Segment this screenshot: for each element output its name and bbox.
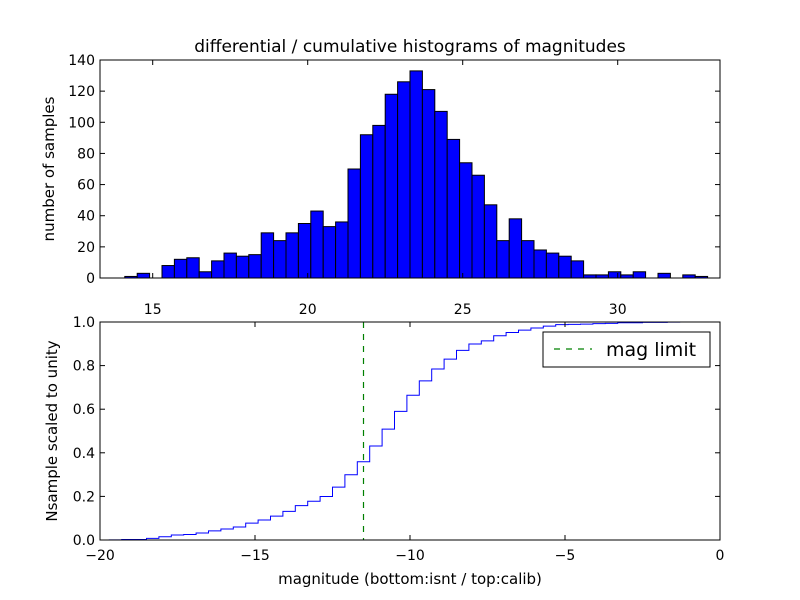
histogram-bar — [297, 223, 312, 279]
histogram-bar — [496, 240, 510, 279]
y-tick-label: 40 — [77, 209, 95, 225]
histogram-bar — [508, 218, 523, 279]
histogram-bar — [446, 138, 461, 279]
x-tick-label: −20 — [85, 548, 115, 564]
histogram-bar — [211, 260, 225, 279]
histogram-bar — [273, 240, 287, 279]
x-tick-label: 0 — [716, 548, 725, 564]
y-tick-label: 0.0 — [73, 533, 95, 549]
histogram-bar — [335, 221, 349, 279]
x-tick-label: 20 — [299, 302, 317, 318]
histogram-bar — [161, 265, 175, 279]
histogram-bars — [124, 70, 709, 279]
histogram-bar — [397, 81, 411, 279]
histogram-bar — [235, 255, 250, 279]
histogram-bar — [384, 93, 399, 279]
histogram-bar — [260, 232, 275, 279]
cumulative-step-line — [100, 321, 720, 541]
cumulative-lines — [100, 321, 720, 541]
histogram-axes-frame — [99, 59, 721, 279]
legend: mag limit — [542, 331, 711, 368]
histogram-bar — [471, 174, 485, 279]
histogram-bar — [372, 124, 386, 279]
y-tick-label: 0.4 — [73, 446, 95, 462]
histogram-bar — [521, 240, 535, 279]
chart-title: differential / cumulative histograms of … — [194, 37, 626, 57]
histogram-bar — [136, 272, 151, 279]
histogram-bar — [632, 271, 647, 279]
y-tick-label: 1.0 — [73, 315, 95, 331]
histogram-bar — [198, 271, 213, 279]
y-tick-label: 0.2 — [73, 489, 95, 505]
y-tick-label: 0.8 — [73, 359, 95, 375]
cumulative-y-axis-label: Nsample scaled to unity — [43, 340, 61, 521]
x-tick-label: −5 — [555, 548, 576, 564]
y-tick-label: 0 — [86, 271, 95, 287]
histogram-panel: differential / cumulative histograms of … — [40, 37, 721, 318]
y-tick-label: 20 — [77, 240, 95, 256]
histogram-bar — [545, 252, 560, 279]
y-tick-label: 140 — [68, 53, 95, 69]
histogram-bar — [285, 232, 299, 279]
histogram-bar — [223, 252, 237, 279]
y-tick-label: 0.6 — [73, 402, 95, 418]
histogram-bar — [359, 134, 374, 279]
legend-label-mag-limit: mag limit — [606, 339, 696, 361]
histogram-bar — [607, 271, 622, 279]
histogram-bar — [409, 70, 423, 279]
cumulative-panel: 0.0 0.2 0.4 0.6 0.8 1.0 −20 −15 −10 −5 0 magnitude… — [43, 315, 724, 588]
x-tick-label: 30 — [609, 302, 627, 318]
histogram-bar — [459, 162, 473, 279]
histogram-ticks: 0 20 40 60 80 100 120 140 15 20 25 30 — [68, 53, 720, 318]
histogram-bar — [570, 260, 585, 279]
histogram-bar — [322, 226, 337, 279]
histogram-bar — [483, 204, 498, 279]
histogram-bar — [657, 272, 671, 279]
y-tick-label: 60 — [77, 178, 95, 194]
histogram-bar — [310, 210, 324, 279]
histogram-bar — [421, 89, 436, 279]
histogram-bar — [533, 249, 547, 279]
cumulative-x-axis-label: magnitude (bottom:isnt / top:calib) — [278, 570, 542, 588]
y-tick-label: 80 — [77, 146, 95, 162]
histogram-bar — [347, 168, 361, 279]
histogram-y-axis-label: number of samples — [40, 96, 58, 241]
histogram-bar — [186, 257, 200, 279]
x-tick-label: 25 — [454, 302, 472, 318]
x-tick-label: 15 — [144, 302, 162, 318]
x-tick-label: −10 — [395, 548, 425, 564]
histogram-bar — [173, 258, 188, 279]
y-tick-label: 120 — [68, 84, 95, 100]
x-tick-label: −15 — [240, 548, 270, 564]
histogram-bar — [558, 255, 572, 279]
histogram-bar — [434, 110, 448, 279]
y-tick-label: 100 — [68, 115, 95, 131]
cumulative-ticks: 0.0 0.2 0.4 0.6 0.8 1.0 −20 −15 −10 −5 0 — [73, 315, 725, 564]
histogram-bar — [248, 254, 262, 279]
